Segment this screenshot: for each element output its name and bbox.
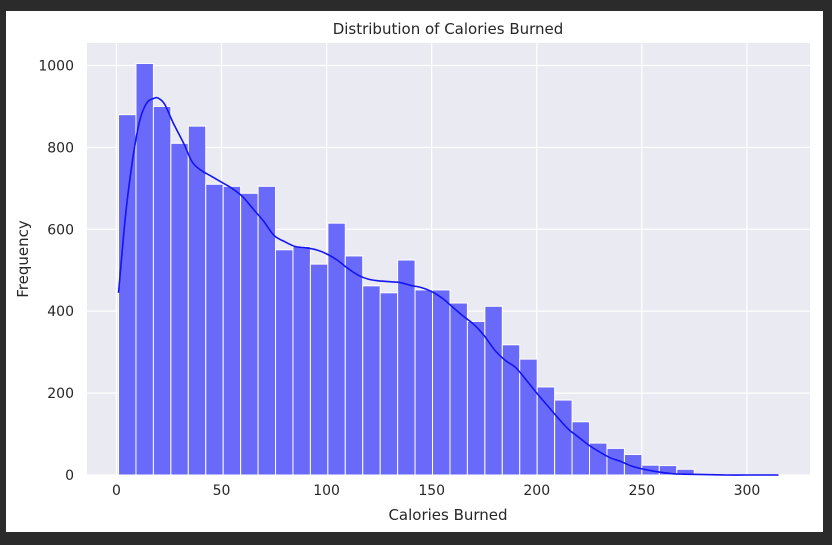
histogram-bar: [449, 302, 468, 476]
histogram-bar: [344, 255, 364, 476]
histogram-bar: [170, 142, 189, 476]
y-axis-label: Frequency: [14, 220, 32, 298]
histogram-bar: [240, 192, 259, 476]
histogram-bar: [379, 292, 399, 476]
x-axis-label: Calories Burned: [388, 506, 507, 524]
x-tick-label: 0: [112, 483, 121, 499]
histogram-bar: [205, 183, 224, 476]
histogram-bar: [222, 185, 242, 476]
y-tick-label: 600: [47, 222, 74, 238]
histogram-bar: [536, 386, 556, 476]
histogram-bar: [484, 305, 503, 476]
y-tick-label: 400: [47, 304, 74, 320]
y-tick-label: 1000: [38, 59, 74, 75]
histogram-bar: [519, 358, 538, 476]
x-tick-label: 300: [734, 483, 761, 499]
chart: 0 50 100 150 200 250 300 0 200 400 600 800 1000 Dist…: [14, 20, 810, 524]
histogram-bar: [362, 285, 381, 476]
histogram-bar: [466, 320, 486, 476]
x-tick-label: 200: [523, 483, 550, 499]
histogram-bar: [397, 259, 416, 476]
histogram-bar: [257, 185, 277, 476]
y-tick-label: 800: [47, 140, 74, 156]
x-tick-label: 50: [213, 483, 231, 499]
x-tick-label: 100: [313, 483, 340, 499]
histogram-bar: [432, 289, 451, 476]
histogram-bar: [309, 263, 329, 476]
tick-labels: 0 50 100 150 200 250 300 0 200 400 600 800 1000: [38, 59, 760, 499]
kde-curve: [117, 96, 779, 476]
chart-figure: 0 50 100 150 200 250 300 0 200 400 600 800 1000 Dist…: [6, 11, 823, 532]
x-tick-label: 150: [418, 483, 445, 499]
histogram-bar: [554, 399, 573, 476]
histogram-bar: [118, 114, 137, 476]
histogram-bar: [152, 105, 172, 476]
histogram-bar: [327, 222, 346, 476]
histogram-bar: [414, 289, 434, 476]
x-tick-label: 250: [628, 483, 655, 499]
kde-curve-layer: [117, 96, 779, 476]
histogram-bar: [187, 125, 207, 476]
histogram-bar: [571, 421, 591, 476]
histogram-bar: [292, 246, 311, 476]
chart-title: Distribution of Calories Burned: [333, 20, 564, 38]
histogram-bars: [118, 62, 695, 476]
y-tick-label: 0: [65, 468, 74, 484]
histogram-bar: [275, 249, 294, 476]
y-tick-label: 200: [47, 386, 74, 402]
